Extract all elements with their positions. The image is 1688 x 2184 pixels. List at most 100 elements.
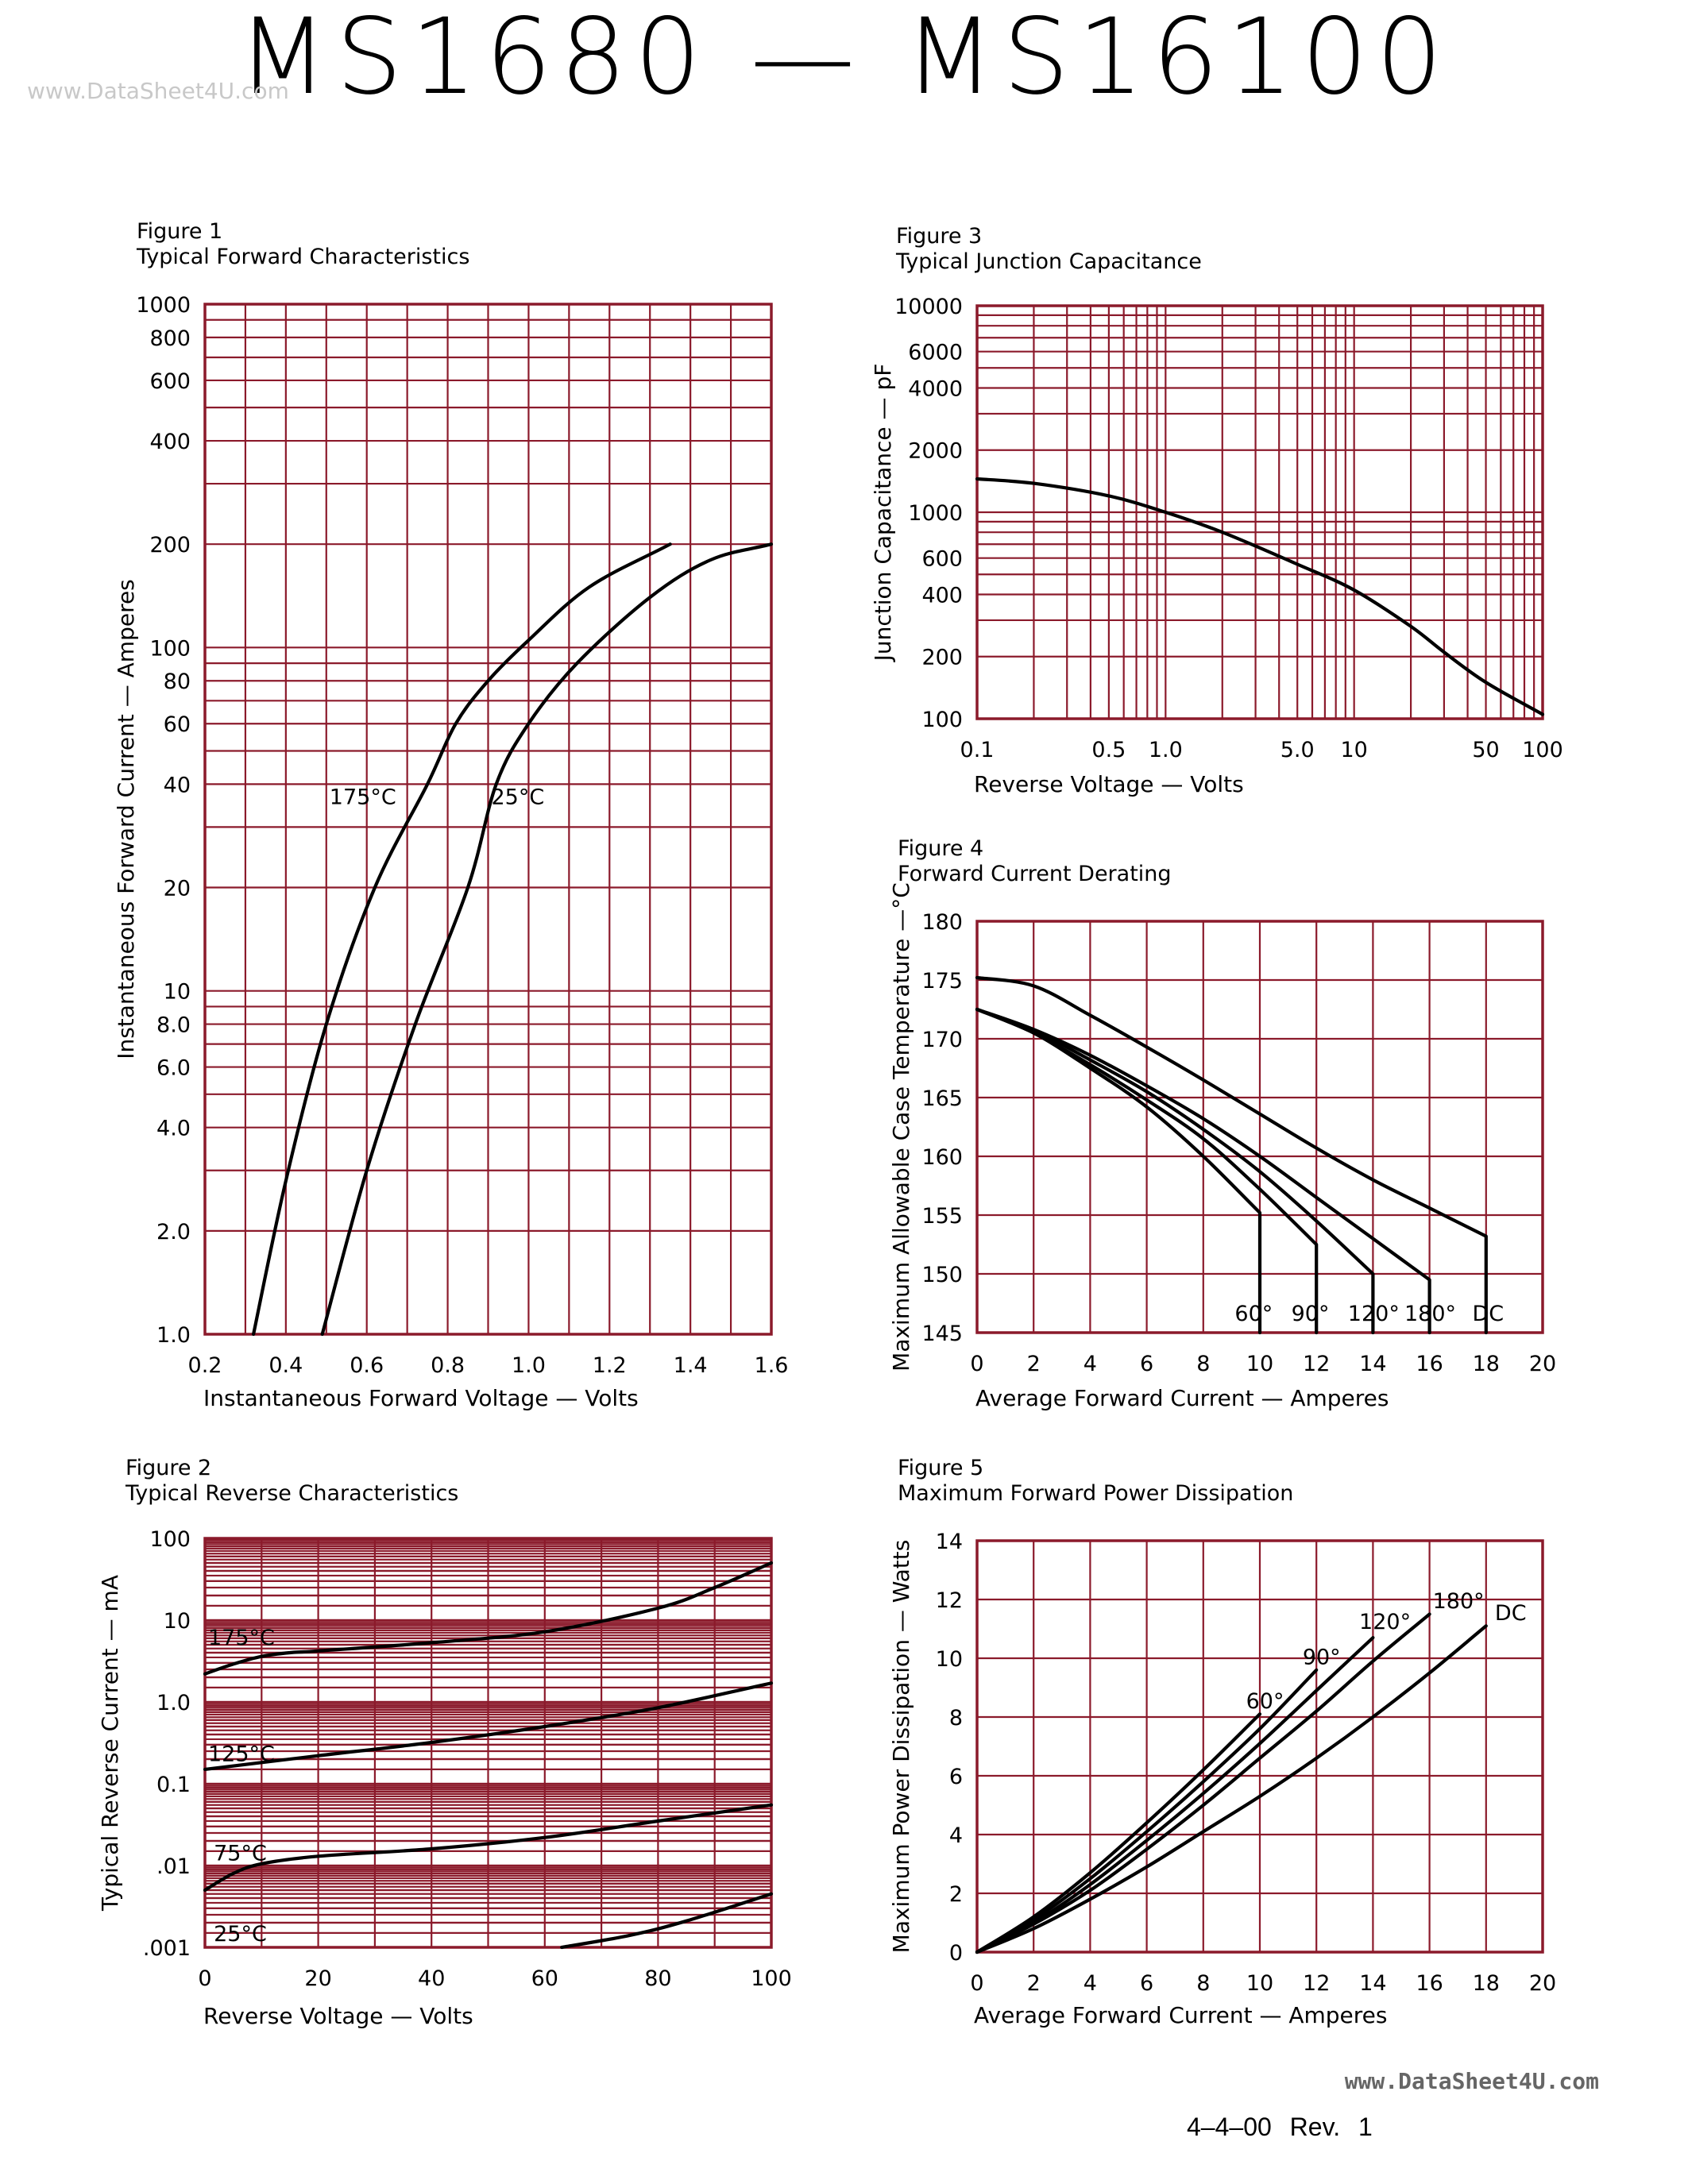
fig1-y-tick-label: 800 (149, 326, 191, 351)
fig1-x-axis-label: Instantaneous Forward Voltage — Volts (203, 1385, 639, 1411)
fig3-plot-frame (975, 304, 1544, 720)
fig5-series-annotation: 120° (1359, 1610, 1411, 1634)
fig4-chart-title: Forward Current Derating (898, 862, 1172, 886)
fig1-series-group (252, 542, 774, 1337)
fig3-chart-title: Typical Junction Capacitance (895, 249, 1202, 274)
fig2-x-tick-label: 80 (644, 1966, 671, 1991)
fig4-x-tick-label: 0 (970, 1352, 983, 1376)
fig4-y-tick-label: 180 (921, 910, 963, 935)
fig1-x-tick-label: 1.4 (674, 1353, 708, 1378)
watermark-bottom: www.DataSheet4U.com (1344, 2068, 1599, 2094)
fig1-y-tick-label: 1000 (136, 293, 191, 318)
fig5-x-tick-label: 18 (1473, 1971, 1500, 1996)
fig2-series-125c (203, 1681, 774, 1771)
fig4-y-tick-label: 175 (921, 969, 963, 994)
fig4-series-annotation: 120° (1348, 1302, 1400, 1326)
fig5-y-tick-label: 0 (949, 1941, 963, 1966)
fig1-series-25c (320, 542, 774, 1337)
fig1-series-175c (252, 542, 672, 1337)
fig5-gridlines (975, 1539, 1544, 1954)
fig3-series-group (975, 477, 1545, 716)
fig4-y-tick-label: 145 (921, 1322, 963, 1346)
fig5-series-120 (975, 1636, 1375, 1954)
fig3-y-tick-label: 4000 (908, 376, 963, 401)
fig4-series-120 (975, 1007, 1375, 1335)
fig1-y-tick-label: 1.0 (156, 1323, 191, 1348)
fig1-y-tick-label: 4.0 (156, 1117, 191, 1141)
fig3-figure-label: Figure 3 (896, 224, 982, 249)
fig3-y-tick-label: 6000 (908, 341, 963, 365)
fig3-x-tick-label: 100 (1522, 738, 1563, 762)
fig1-y-tick-label: 60 (164, 712, 191, 737)
fig1-y-tick-label: 40 (164, 773, 191, 797)
fig5-x-tick-label: 20 (1529, 1971, 1556, 1996)
fig1-y-tick-label: 2.0 (156, 1220, 191, 1244)
fig2-series-25c (560, 1892, 774, 1950)
fig3-y-axis-label: Junction Capacitance — pF (870, 364, 896, 663)
fig3-y-tick-label: 10000 (894, 295, 963, 319)
fig1-y-tick-label: 20 (164, 877, 191, 901)
fig1-gridlines (203, 303, 773, 1336)
fig3-y-tick-label: 2000 (908, 439, 963, 464)
fig2-x-axis-label: Reverse Voltage — Volts (203, 2003, 473, 2029)
fig2-series-annotation: 125°C (208, 1742, 275, 1766)
fig2-plot-frame (203, 1537, 773, 1949)
fig5-figure-label: Figure 5 (898, 1456, 983, 1480)
fig1-series-annotation: 175°C (330, 785, 396, 809)
fig5-series-annotation: 180° (1433, 1589, 1485, 1614)
fig4-x-tick-label: 20 (1529, 1352, 1556, 1376)
fig2-series-group (203, 1561, 774, 1950)
fig5-x-tick-label: 16 (1416, 1971, 1443, 1996)
fig4-series-60 (975, 1007, 1262, 1335)
fig5-series-90 (975, 1668, 1319, 1954)
fig4-y-tick-label: 150 (921, 1263, 963, 1287)
fig4-x-axis-label: Average Forward Current — Amperes (975, 1385, 1389, 1411)
fig4-x-tick-label: 18 (1473, 1352, 1500, 1376)
fig3-y-tick-label: 200 (921, 646, 963, 670)
fig5-x-tick-label: 12 (1303, 1971, 1330, 1996)
fig2-figure-label: Figure 2 (126, 1456, 211, 1480)
fig1-y-tick-label: 10 (164, 980, 191, 1005)
fig1-series-annotation: 25°C (492, 785, 545, 809)
fig1-y-tick-label: 100 (149, 636, 191, 661)
fig2-y-tick-label: .01 (156, 1854, 191, 1879)
fig2-x-tick-label: 100 (751, 1966, 792, 1991)
fig2-gridlines (203, 1537, 773, 1949)
fig3-x-tick-label: 1.0 (1149, 738, 1183, 762)
fig5-x-axis-label: Average Forward Current — Amperes (974, 2002, 1388, 2028)
fig2-x-tick-label: 0 (198, 1966, 211, 1991)
fig1-y-tick-label: 400 (149, 430, 191, 454)
fig5-series-annotation: DC (1495, 1601, 1527, 1626)
fig2-series-annotation: 25°C (214, 1922, 267, 1947)
fig1-x-tick-label: 1.6 (755, 1353, 789, 1378)
fig3-y-tick-label: 100 (921, 708, 963, 732)
fig4-y-tick-label: 170 (921, 1028, 963, 1052)
fig5-series-annotation: 90° (1303, 1645, 1341, 1669)
fig2-x-tick-label: 40 (418, 1966, 445, 1991)
fig2-series-annotation: 75°C (214, 1842, 267, 1866)
fig4-series-annotation: 60° (1234, 1302, 1273, 1326)
fig1-x-tick-label: 1.2 (593, 1353, 627, 1378)
fig4-x-tick-label: 2 (1027, 1352, 1041, 1376)
fig2-y-tick-label: 10 (164, 1609, 191, 1634)
fig2-y-tick-label: 1.0 (156, 1691, 191, 1715)
fig5-y-tick-label: 12 (936, 1588, 963, 1613)
fig4-x-tick-label: 10 (1246, 1352, 1273, 1376)
fig5-series-60 (975, 1712, 1262, 1954)
fig4-x-tick-label: 16 (1416, 1352, 1443, 1376)
fig5-plot-frame (975, 1539, 1544, 1954)
fig5-y-tick-label: 8 (949, 1706, 963, 1731)
fig4-x-tick-label: 6 (1140, 1352, 1153, 1376)
fig4-figure-label: Figure 4 (898, 836, 983, 861)
fig1-y-tick-label: 600 (149, 369, 191, 394)
fig1-chart-title: Typical Forward Characteristics (136, 245, 469, 269)
fig3-series-capacitance (975, 477, 1545, 716)
fig5-y-tick-label: 4 (949, 1823, 963, 1848)
fig3-x-tick-label: 5.0 (1280, 738, 1315, 762)
fig4-x-tick-label: 4 (1083, 1352, 1097, 1376)
fig4-y-tick-label: 155 (921, 1204, 963, 1229)
fig5-y-tick-label: 10 (936, 1647, 963, 1672)
fig5-series-group (975, 1612, 1488, 1954)
fig5-y-axis-label: Maximum Power Dissipation — Watts (888, 1540, 914, 1954)
